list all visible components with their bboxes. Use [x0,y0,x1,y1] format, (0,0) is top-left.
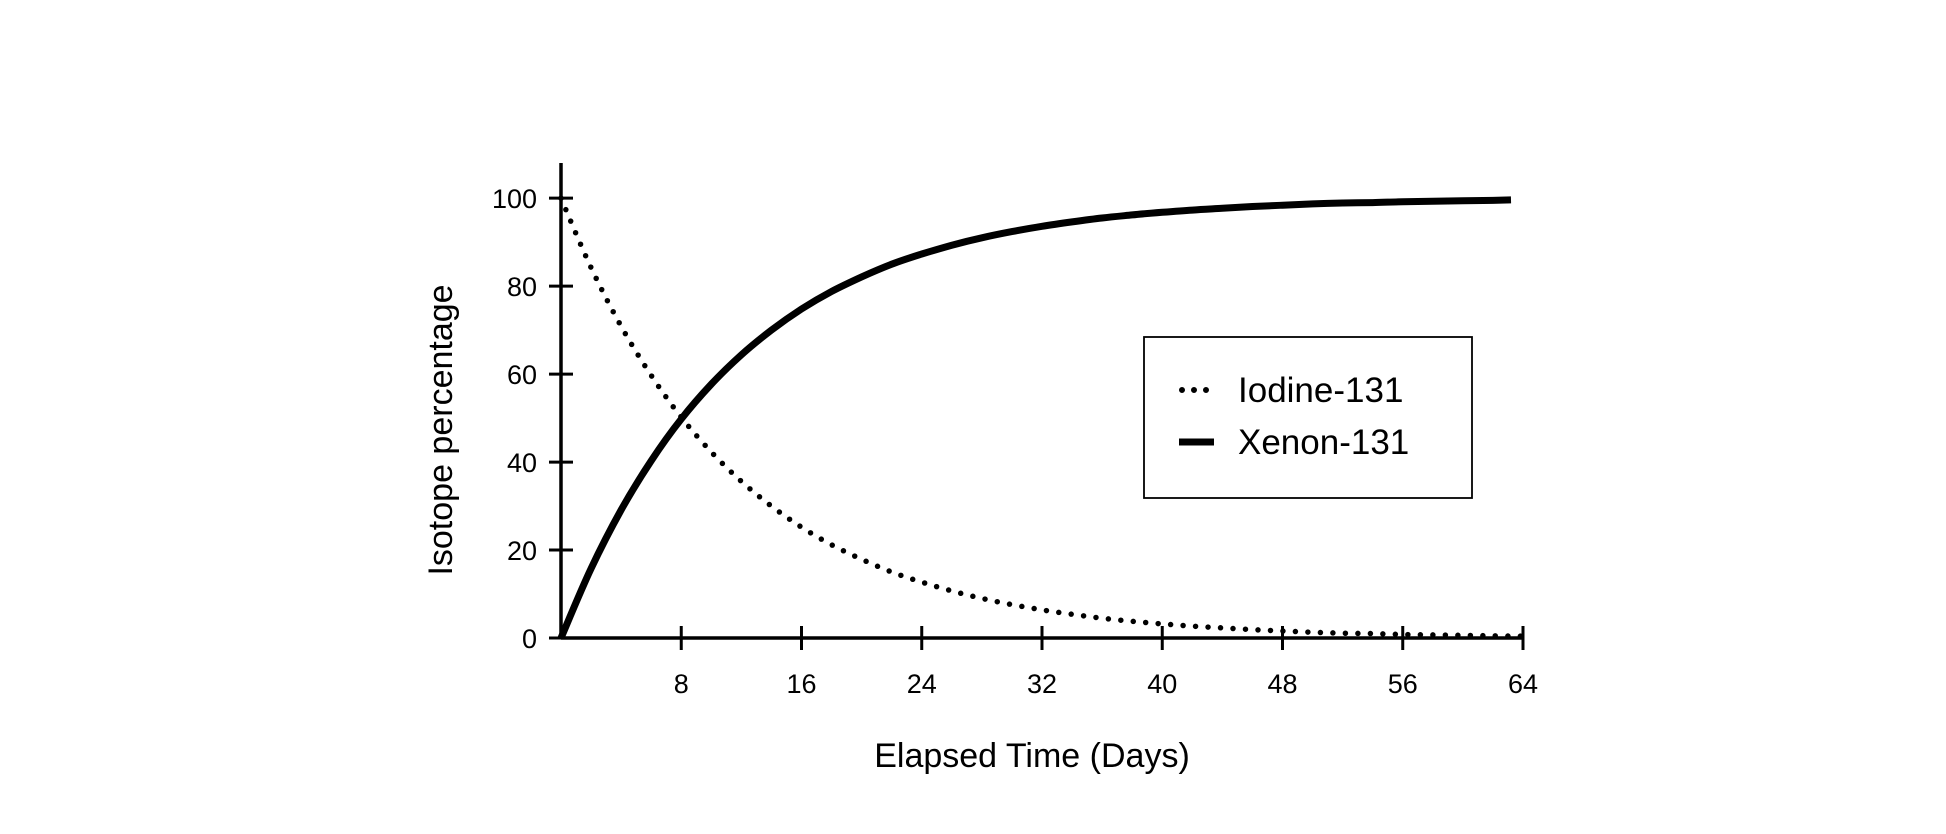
y-axis-title: Isotope percentage [422,284,460,575]
y-tick-label: 40 [507,448,537,478]
x-axis-title: Elapsed Time (Days) [874,737,1190,775]
x-tick-label: 32 [1027,669,1057,699]
x-tick-label: 16 [786,669,816,699]
legend-label: Xenon-131 [1238,423,1409,462]
x-tick-label: 48 [1267,669,1297,699]
legend: Iodine-131 Xenon-131 [1143,336,1473,499]
legend-items: Iodine-131 Xenon-131 [1179,371,1409,462]
y-tick-label: 20 [507,536,537,566]
series-layer [557,195,1526,640]
series-line-xenon-131 [557,196,1512,640]
x-tick-label: 24 [907,669,937,699]
legend-label: Iodine-131 [1238,371,1403,410]
x-tick-label: 40 [1147,669,1177,699]
y-tick-label: 0 [522,624,537,654]
y-tick-label: 100 [492,184,537,214]
y-tick-label: 80 [507,272,537,302]
x-tick-label: 56 [1388,669,1418,699]
x-tick-label: 64 [1508,669,1538,699]
series-line-iodine-131 [558,195,1526,639]
legend-box [1143,336,1473,499]
x-tick-label: 8 [674,669,689,699]
y-tick-label: 60 [507,360,537,390]
ticks: 8 16 24 32 40 48 56 64 0 20 40 60 80 100 [492,184,1538,699]
